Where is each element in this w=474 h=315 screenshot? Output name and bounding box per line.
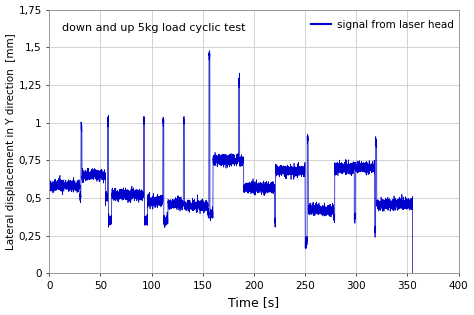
X-axis label: Time [s]: Time [s] [228,296,280,309]
Legend: signal from laser head: signal from laser head [310,20,454,30]
Y-axis label: Lateral displacement in Y direction  [mm]: Lateral displacement in Y direction [mm] [6,33,16,250]
Text: down and up 5kg load cyclic test: down and up 5kg load cyclic test [62,23,245,33]
